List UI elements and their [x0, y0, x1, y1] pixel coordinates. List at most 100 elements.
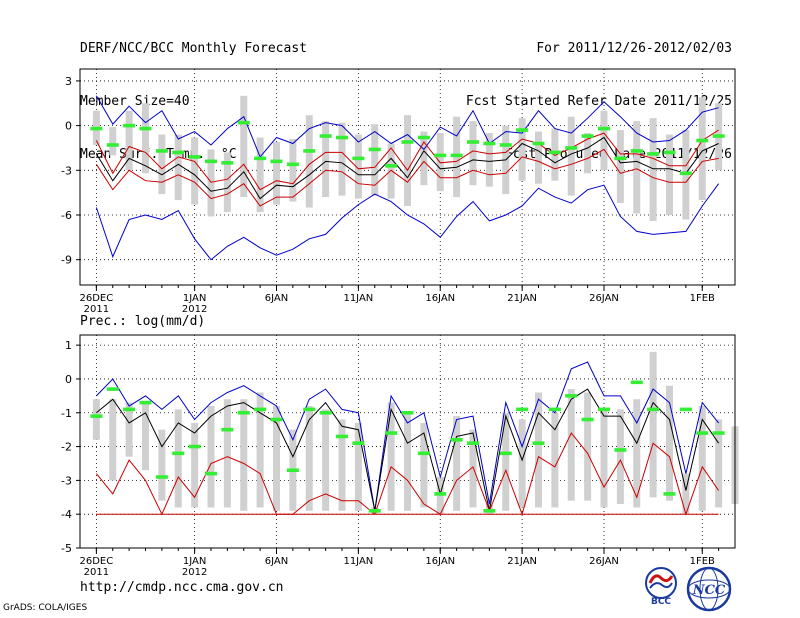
observation-marker	[679, 407, 692, 412]
spread-bar	[600, 409, 608, 508]
spread-bar	[453, 416, 461, 511]
observation-marker	[630, 380, 643, 385]
observation-marker	[139, 400, 152, 405]
y-tick-label: 1	[65, 339, 72, 352]
observation-marker	[123, 407, 136, 412]
observation-marker	[663, 492, 676, 496]
observation-marker	[630, 149, 643, 153]
spread-bar	[158, 134, 166, 195]
observation-marker	[172, 451, 185, 456]
spread-bar	[469, 429, 477, 508]
x-tick-label: 21JAN	[507, 556, 537, 567]
spread-bar	[240, 399, 248, 511]
spread-bar	[338, 419, 346, 511]
observation-marker	[532, 141, 545, 146]
spread-bar	[142, 103, 149, 174]
spread-bar	[174, 134, 182, 201]
spread-bar	[666, 385, 673, 501]
observation-marker	[614, 448, 627, 452]
x-tick-label: 21JAN	[507, 293, 537, 304]
source-url[interactable]: http://cmdp.ncc.cma.gov.cn	[80, 580, 284, 595]
x-tick-label: 6JAN	[265, 556, 288, 567]
spread-bar	[698, 406, 706, 511]
series-line-upper-band	[95, 129, 719, 191]
x-tick-label: 1FEB	[690, 556, 715, 567]
observation-marker	[286, 468, 299, 473]
x-tick-year-label: 2012	[182, 567, 207, 578]
observation-marker	[221, 161, 234, 165]
observation-marker	[417, 135, 430, 140]
x-tick-year-label: 2011	[84, 567, 109, 578]
observation-marker	[237, 120, 250, 125]
spread-bar	[616, 409, 624, 505]
panel-title-precip: Prec.: log(mm/d)	[80, 314, 205, 329]
observation-marker	[598, 126, 610, 131]
y-tick-label: -9	[61, 254, 72, 267]
observation-marker	[286, 162, 299, 167]
y-tick-label: -6	[61, 209, 72, 222]
spread-bar	[535, 392, 542, 508]
observation-marker	[90, 126, 103, 131]
observation-marker	[336, 434, 348, 439]
spread-bar	[633, 121, 641, 214]
chart-title: DERF/NCC/BCC Monthly Forecast	[80, 41, 307, 56]
observation-marker	[483, 509, 496, 513]
observation-marker	[188, 155, 201, 159]
observation-marker	[450, 438, 463, 442]
bcc-logo: BCC	[645, 567, 677, 606]
spread-bar	[616, 130, 624, 204]
spread-bar	[223, 152, 231, 213]
x-tick-label: 1JAN	[183, 293, 206, 304]
x-tick-label: 26DEC	[80, 293, 114, 304]
spread-bar	[256, 137, 264, 213]
spread-bar	[191, 422, 199, 508]
observation-marker	[188, 444, 201, 449]
spread-bar	[207, 149, 215, 217]
spread-bar	[633, 399, 641, 508]
y-tick-label: 3	[65, 75, 72, 88]
spread-bar	[322, 121, 330, 198]
y-tick-label: -3	[61, 474, 72, 487]
observation-marker	[696, 138, 709, 143]
observation-marker	[401, 410, 414, 415]
series-line-lower-band	[95, 148, 719, 207]
observation-marker	[483, 141, 496, 146]
spread-bar	[223, 399, 231, 508]
observation-marker	[417, 451, 430, 456]
observation-marker	[614, 156, 627, 161]
spread-bar	[305, 406, 313, 511]
x-tick-label: 26DEC	[80, 556, 114, 567]
observation-marker	[647, 407, 660, 412]
observation-marker	[401, 140, 414, 144]
spread-bar	[551, 128, 559, 181]
observation-marker	[336, 135, 348, 140]
spread-bar	[125, 110, 133, 171]
fcst-started-date: Fcst Started Refer Date 2011/12/25	[465, 94, 732, 109]
observation-marker	[319, 134, 332, 138]
spread-bar	[142, 402, 149, 471]
observation-marker	[368, 147, 381, 152]
y-tick-label: -2	[61, 441, 72, 454]
observation-marker	[516, 128, 529, 132]
spread-bar	[502, 412, 510, 511]
observation-marker	[532, 441, 545, 445]
spread-bar	[600, 110, 608, 171]
spread-bar	[338, 122, 346, 196]
x-tick-label: 26JAN	[589, 556, 619, 567]
observation-marker	[499, 143, 512, 147]
observation-marker	[90, 414, 103, 418]
observation-marker	[270, 417, 283, 422]
observation-marker	[712, 431, 725, 435]
spread-bar	[584, 133, 592, 174]
y-tick-label: 0	[65, 373, 72, 386]
series-line-ensemble-mean	[96, 388, 720, 511]
observation-marker	[581, 417, 594, 422]
observation-marker	[205, 159, 217, 164]
spread-bar	[207, 406, 215, 508]
ncc-logo: NCC	[686, 566, 732, 612]
observation-marker	[516, 407, 529, 412]
spread-bar	[518, 419, 526, 508]
spread-bar	[240, 95, 248, 198]
series-line-ensemble-max	[96, 361, 719, 511]
observation-marker	[548, 150, 561, 155]
